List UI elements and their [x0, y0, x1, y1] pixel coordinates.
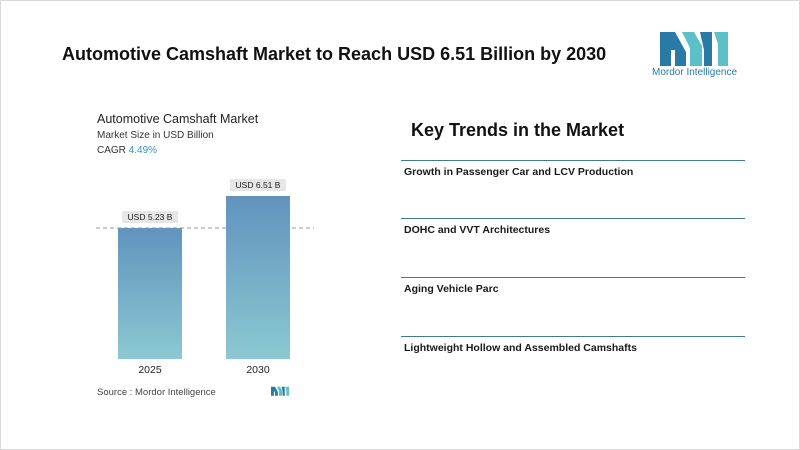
- chart-title: Automotive Camshaft Market: [97, 112, 259, 126]
- mini-logo-icon: [271, 386, 289, 396]
- data-label-bg: [230, 179, 286, 191]
- trend-label: Growth in Passenger Car and LCV Producti…: [404, 166, 634, 178]
- brand-name: Mordor Intelligence: [652, 67, 738, 78]
- data-label-bg: [122, 211, 178, 224]
- trend-item: Growth in Passenger Car and LCV Producti…: [401, 160, 745, 217]
- bar-2025: [118, 228, 182, 359]
- chart-subtitle: Market Size in USD Billion: [97, 130, 214, 141]
- x-tick-label: 2025: [138, 364, 162, 376]
- cagr-value: 4.49%: [128, 145, 158, 156]
- data-label: USD 6.51 B: [236, 180, 281, 190]
- data-label: USD 5.23 B: [128, 212, 173, 222]
- trend-item: DOHC and VVT Architectures: [401, 218, 745, 275]
- trend-item: Lightweight Hollow and Assembled Camshaf…: [401, 336, 745, 393]
- x-tick-label: 2030: [246, 364, 270, 376]
- chart-source: Source : Mordor Intelligence: [97, 387, 216, 398]
- trend-label: Aging Vehicle Parc: [404, 283, 499, 295]
- bar-chart: USD 5.23 B 2025 USD 6.51 B 2030: [96, 179, 314, 376]
- cagr-label: CAGR: [97, 145, 126, 156]
- trend-label: Lightweight Hollow and Assembled Camshaf…: [404, 342, 637, 354]
- page-title: Automotive Camshaft Market to Reach USD …: [62, 44, 607, 64]
- chart-cagr: CAGR 4.49%: [97, 145, 157, 156]
- trend-item: Aging Vehicle Parc: [401, 277, 745, 334]
- trend-label: DOHC and VVT Architectures: [404, 224, 551, 236]
- bar-2030: [226, 196, 290, 359]
- brand-logo: Mordor Intelligence: [652, 30, 738, 82]
- mordor-intelligence-logo-icon: [660, 32, 728, 66]
- trends-title: Key Trends in the Market: [411, 120, 625, 140]
